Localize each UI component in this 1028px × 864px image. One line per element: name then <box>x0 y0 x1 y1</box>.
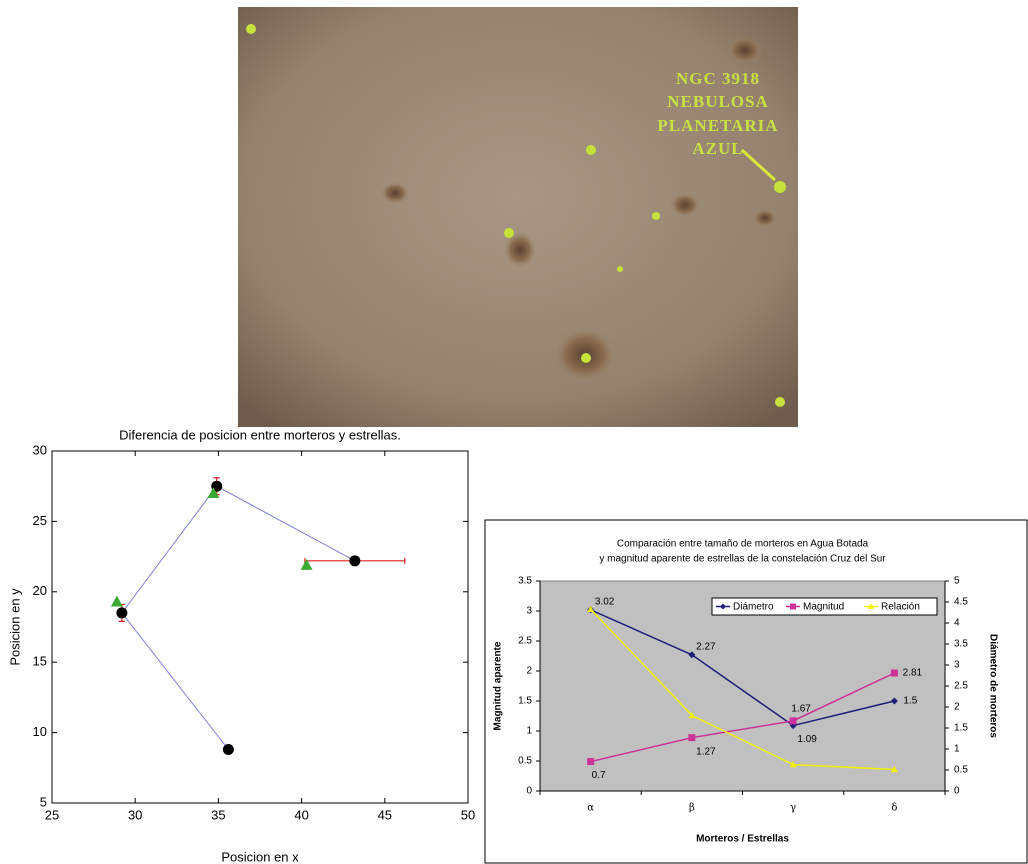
y-tick-label: 30 <box>33 442 47 457</box>
y-tick-label: 3.5 <box>518 576 532 587</box>
star-dot <box>652 212 660 220</box>
y-tick-label: 0.5 <box>518 756 532 767</box>
star-dot <box>617 266 623 272</box>
data-label: 2.27 <box>696 641 716 652</box>
y2-tick-label: 3.5 <box>954 639 968 650</box>
marker <box>116 607 127 618</box>
y-tick-label: 15 <box>33 654 47 669</box>
y2-tick-label: 4 <box>954 618 960 629</box>
crater <box>670 193 700 217</box>
y2-tick-label: 1 <box>954 744 960 755</box>
x-tick-label: 30 <box>128 807 142 822</box>
chart-title: Comparación entre tamaño de morteros en … <box>617 539 869 550</box>
star-dot <box>774 181 786 193</box>
photo: NGC 3918 NEBULOSA PLANETARIA AZUL <box>238 7 798 427</box>
page-canvas: NGC 3918 NEBULOSA PLANETARIA AZUL Difere… <box>0 0 1028 864</box>
y-tick-label: 2.5 <box>518 636 532 647</box>
y-tick-label: 0 <box>526 786 532 797</box>
data-label: 2.81 <box>903 668 923 679</box>
x-tick-label: β <box>689 803 695 814</box>
x-tick-label: 40 <box>294 807 308 822</box>
y-axis-label: Posicion en y <box>7 588 22 666</box>
star-dot <box>581 353 591 363</box>
marker <box>349 555 360 566</box>
y2-tick-label: 0 <box>954 786 960 797</box>
legend-label: Relación <box>881 602 920 613</box>
marker <box>891 669 898 676</box>
data-label: 1.27 <box>696 746 716 757</box>
comparison-chart: Comparación entre tamaño de morteros en … <box>485 520 1027 863</box>
x-tick-label: δ <box>891 803 897 814</box>
y-tick-label: 1.5 <box>518 696 532 707</box>
y2-axis-label: Diámetro de morteros <box>987 634 998 738</box>
crater <box>381 182 409 204</box>
y2-tick-label: 5 <box>954 576 960 587</box>
y2-tick-label: 2.5 <box>954 681 968 692</box>
star-dot <box>504 228 514 238</box>
position-chart: Diferencia de posicion entre morteros y … <box>7 427 475 864</box>
x-tick-label: 25 <box>45 807 59 822</box>
x-tick-label: 50 <box>461 807 475 822</box>
data-label: 0.7 <box>592 770 606 781</box>
marker <box>223 744 234 755</box>
star-dot <box>246 24 256 34</box>
y2-tick-label: 0.5 <box>954 765 968 776</box>
x-tick-label: 45 <box>378 807 392 822</box>
photo-caption: NEBULOSA <box>667 92 769 111</box>
page: NGC 3918 NEBULOSA PLANETARIA AZUL Difere… <box>0 0 1028 864</box>
y-tick-label: 20 <box>33 583 47 598</box>
data-label: 1.5 <box>903 696 917 707</box>
legend-label: Magnitud <box>803 602 844 613</box>
y2-tick-label: 4.5 <box>954 597 968 608</box>
y-tick-label: 3 <box>526 606 532 617</box>
crater <box>753 209 777 227</box>
y-tick-label: 25 <box>33 513 47 528</box>
legend: Diámetro Magnitud Relación <box>712 598 937 615</box>
y-tick-label: 5 <box>40 794 47 809</box>
photo-caption: NGC 3918 <box>676 69 760 88</box>
data-label: 1.67 <box>791 704 811 715</box>
data-label: 3.02 <box>595 596 615 607</box>
x-tick-label: α <box>587 803 594 814</box>
x-axis-label: Morteros / Estrellas <box>696 834 789 845</box>
chart-title: y magnitud aparente de estrellas de la c… <box>599 554 886 565</box>
photo-caption: PLANETARIA <box>657 116 778 135</box>
y-tick-label: 1 <box>526 726 532 737</box>
marker <box>790 604 796 610</box>
y-tick-label: 2 <box>526 666 532 677</box>
marker <box>790 717 797 724</box>
star-dot <box>775 397 785 407</box>
plot-area <box>52 451 468 803</box>
y2-tick-label: 2 <box>954 702 960 713</box>
crater <box>727 36 763 64</box>
y-axis-label: Magnitud aparente <box>493 641 504 730</box>
photo-caption: AZUL <box>692 139 743 158</box>
star-dot <box>586 145 596 155</box>
chart-title: Diferencia de posicion entre morteros y … <box>119 427 401 442</box>
legend-label: Diámetro <box>733 602 774 613</box>
y-tick-label: 10 <box>33 724 47 739</box>
marker <box>688 734 695 741</box>
data-label: 1.09 <box>797 734 817 745</box>
x-tick-label: γ <box>790 803 796 814</box>
y2-tick-label: 1.5 <box>954 723 968 734</box>
marker <box>587 758 594 765</box>
x-axis-label: Posicion en x <box>221 849 299 864</box>
x-tick-label: 35 <box>211 807 225 822</box>
y2-tick-label: 3 <box>954 660 960 671</box>
